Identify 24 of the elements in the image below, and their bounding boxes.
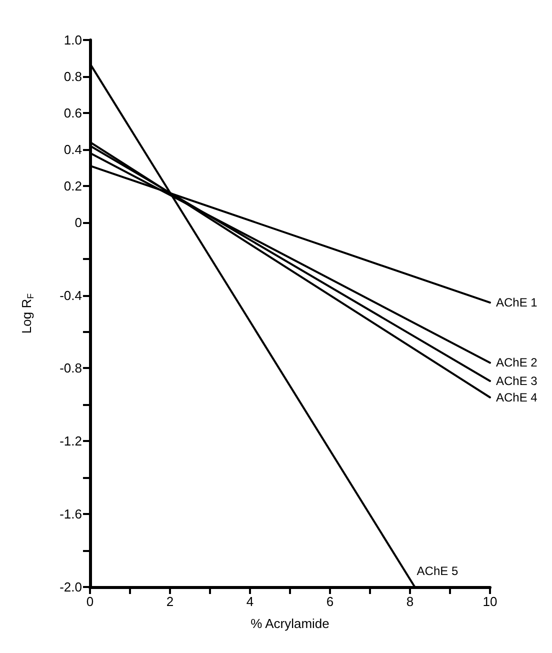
x-tick-label: 8 <box>406 594 414 609</box>
y-axis-title: Log RF <box>19 292 36 334</box>
series-label: AChE 1 <box>496 296 538 310</box>
x-tick-label: 4 <box>246 594 254 609</box>
series-label: AChE 5 <box>416 564 458 578</box>
y-tick-label: -1.6 <box>60 506 82 522</box>
x-tick-label: 2 <box>166 594 174 609</box>
y-tick-label: 0 <box>74 214 82 230</box>
y-tick-label: 0.4 <box>64 142 82 157</box>
y-tick-label: 0.8 <box>64 68 82 84</box>
y-tick-label: -1.2 <box>60 434 82 449</box>
x-tick-label: 0 <box>86 594 94 609</box>
y-tick-label: 1.0 <box>64 32 82 48</box>
x-axis-title: % Acrylamide <box>250 616 330 631</box>
series-label: AChE 3 <box>496 374 538 388</box>
y-tick-label: -2.0 <box>60 580 82 594</box>
series-label: AChE 4 <box>496 390 538 404</box>
y-tick-label: -0.4 <box>60 288 82 303</box>
x-tick-label: 10 <box>482 594 498 609</box>
series-label: AChE 2 <box>496 356 538 370</box>
y-tick-label: -0.8 <box>60 360 82 376</box>
x-tick-label: 6 <box>326 594 334 609</box>
y-tick-label: 0.6 <box>64 105 82 120</box>
y-tick-label: 0.2 <box>64 178 82 194</box>
